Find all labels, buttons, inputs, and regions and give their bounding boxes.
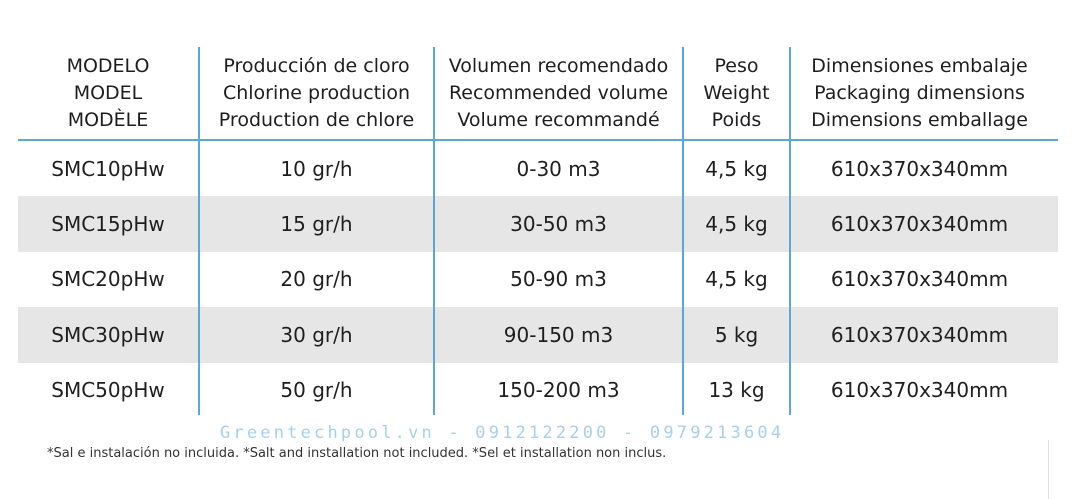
spec-table: MODELO MODEL MODÈLE Producción de cloro … [18,47,1058,418]
cell-weight: 4,5 kg [705,212,768,237]
header-line: Dimensiones embalaje [811,54,1028,77]
cell-model: SMC50pHw [51,378,165,403]
header-line: MODÈLE [67,108,149,131]
header-recommended-volume: Volumen recomendado Recommended volume V… [435,47,682,139]
header-line: Production de chlore [218,108,415,131]
cell-dimensions: 610x370x340mm [830,156,1009,181]
column-divider [682,47,684,415]
cell-dimensions: 610x370x340mm [830,322,1009,347]
header-line: Volumen recomendado [448,54,669,77]
cell-chlorine: 50 gr/h [280,378,353,403]
header-weight: Peso Weight Poids [684,47,789,139]
cell-weight: 5 kg [714,322,759,347]
header-line: MODELO [66,54,150,77]
header-packaging-dimensions: Dimensiones embalaje Packaging dimension… [791,47,1048,139]
header-line: Poids [711,108,762,131]
cell-weight: 4,5 kg [705,267,768,292]
cell-chlorine: 30 gr/h [280,322,353,347]
header-line: Dimensions emballage [811,108,1028,131]
cell-volume: 150-200 m3 [497,378,620,403]
table-header: MODELO MODEL MODÈLE Producción de cloro … [18,47,1058,141]
cell-chlorine: 20 gr/h [280,267,353,292]
table-row: SMC50pHw 50 gr/h 150-200 m3 13 kg 610x37… [18,363,1058,418]
table-row: SMC30pHw 30 gr/h 90-150 m3 5 kg 610x370x… [18,307,1058,363]
cell-model: SMC20pHw [51,267,165,292]
watermark-text: Greentechpool.vn - 0912122200 - 09792136… [220,423,785,443]
header-line: Recommended volume [448,81,669,104]
header-line: Peso [714,54,759,77]
cell-dimensions: 610x370x340mm [830,267,1009,292]
cell-volume: 90-150 m3 [503,322,614,347]
column-divider [433,47,435,415]
cell-chlorine: 15 gr/h [280,212,353,237]
header-line: Volume recommandé [457,108,660,131]
footnote: *Sal e instalación no incluida. *Salt an… [47,446,667,461]
cell-model: SMC15pHw [51,212,165,237]
column-divider [789,47,791,415]
cell-volume: 0-30 m3 [516,156,601,181]
header-line: Chlorine production [222,81,411,104]
header-model: MODELO MODEL MODÈLE [18,47,198,139]
cell-dimensions: 610x370x340mm [830,378,1009,403]
table-row: SMC15pHw 15 gr/h 30-50 m3 4,5 kg 610x370… [18,196,1058,252]
column-divider [198,47,200,415]
header-line: MODEL [73,81,143,104]
cell-volume: 50-90 m3 [510,267,607,292]
header-line: Packaging dimensions [814,81,1025,104]
cell-dimensions: 610x370x340mm [830,212,1009,237]
cell-model: SMC30pHw [51,322,165,347]
cell-weight: 13 kg [708,378,765,403]
header-line: Weight [703,81,770,104]
cell-chlorine: 10 gr/h [280,156,353,181]
cell-weight: 4,5 kg [705,156,768,181]
cell-model: SMC10pHw [51,156,165,181]
table-row: SMC20pHw 20 gr/h 50-90 m3 4,5 kg 610x370… [18,252,1058,307]
header-line: Producción de cloro [223,54,410,77]
header-divider [18,139,1058,141]
corner-edge [1048,440,1076,499]
table-row: SMC10pHw 10 gr/h 0-30 m3 4,5 kg 610x370x… [18,141,1058,196]
header-chlorine-production: Producción de cloro Chlorine production … [200,47,433,139]
cell-volume: 30-50 m3 [510,212,607,237]
